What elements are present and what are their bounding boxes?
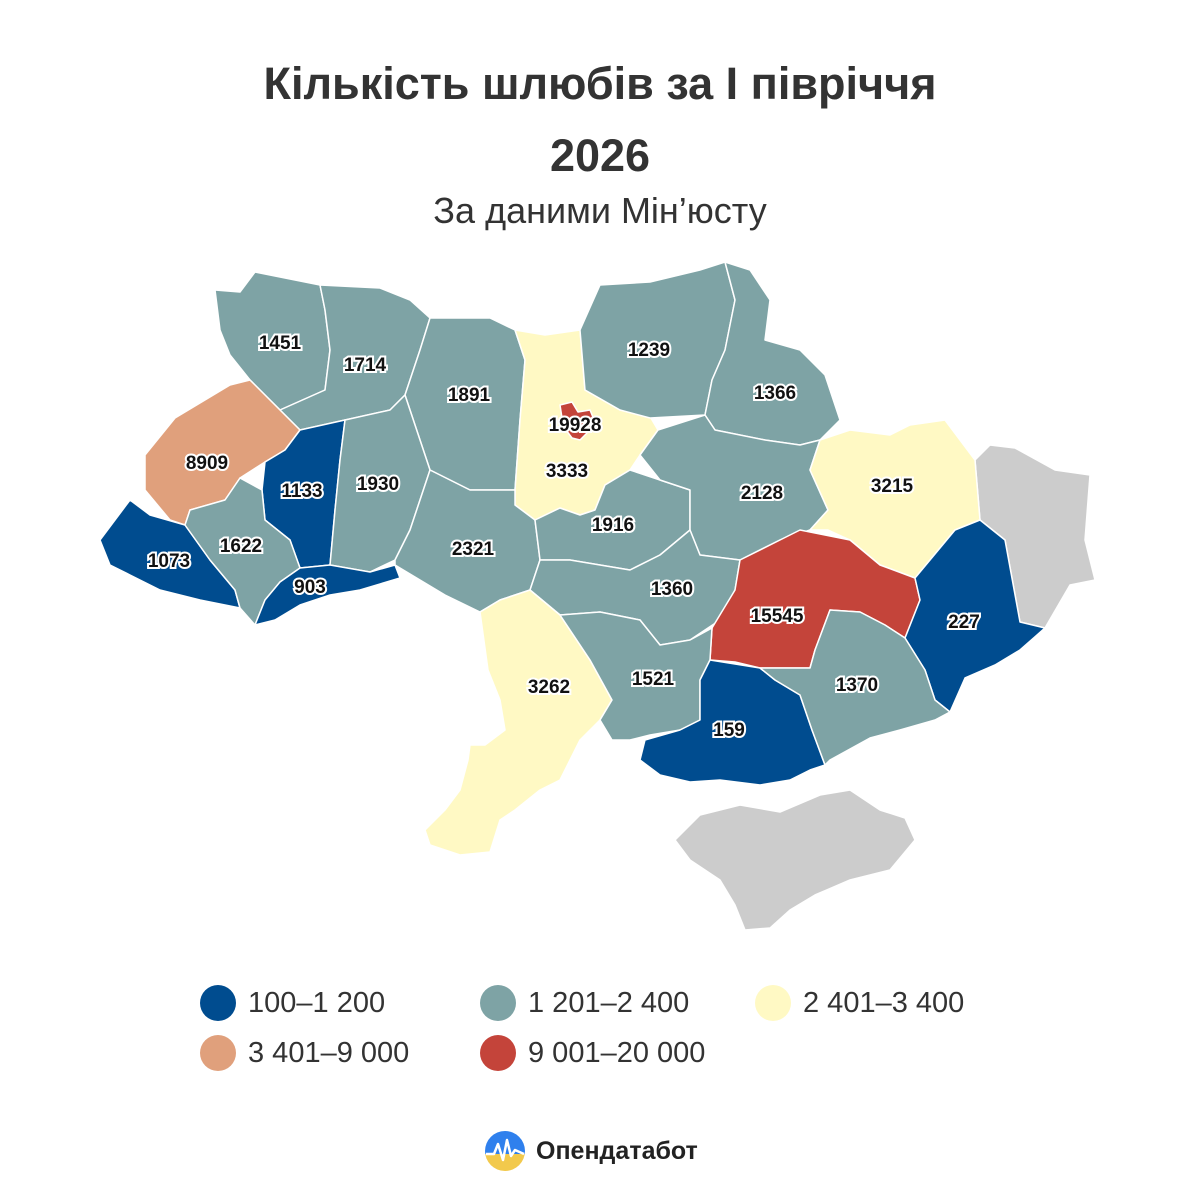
region-zaporizhzhia <box>759 609 951 766</box>
region-kyiv-city <box>559 401 596 441</box>
region-label-kirovohrad: 1360 <box>651 579 693 600</box>
region-label-odesa: 3262 <box>528 677 570 698</box>
region-label-ternopil: 1133 <box>281 481 322 502</box>
title-line-1: Кількість шлюбів за І півріччя <box>263 58 937 109</box>
region-label-kyiv-city: 19928 <box>549 415 602 436</box>
region-label-rivne: 1714 <box>344 355 387 376</box>
region-label-volyn: 1451 <box>259 333 302 354</box>
brand-name: Опендатабот <box>536 1136 698 1165</box>
title-line-2: 2026 <box>549 130 651 181</box>
region-label-zhytomyr: 1891 <box>448 385 491 406</box>
brand-logo: Опендатабот <box>484 1130 698 1172</box>
map-title: Кількість шлюбів за І півріччя 2026 <box>0 48 1200 192</box>
region-labels: 1451 1714 1891 19928 3333 1239 1366 8909 1133 193… <box>146 331 982 743</box>
region-crimea <box>674 789 916 931</box>
region-label-poltava: 2128 <box>741 483 783 504</box>
region-label-cherkasy: 1916 <box>592 515 634 536</box>
opendatabot-logo-icon <box>485 1131 525 1171</box>
region-label-sumy: 1366 <box>754 383 796 404</box>
region-label-kharkiv: 3215 <box>871 476 914 497</box>
region-label-chernivtsi: 903 <box>294 577 326 598</box>
region-label-mykolaiv: 1521 <box>632 669 675 690</box>
region-label-zaporizhzhia: 1370 <box>836 675 878 696</box>
region-label-chernihiv: 1239 <box>628 340 670 361</box>
region-label-dnipropetrovsk: 15545 <box>751 606 804 627</box>
region-label-donetsk: 227 <box>948 612 980 633</box>
region-label-vinnytsia: 2321 <box>452 539 495 560</box>
map-subtitle: За даними Мін’юсту <box>433 190 767 231</box>
region-label-kyiv-oblast: 3333 <box>546 461 588 482</box>
region-label-khmelnytskyi: 1930 <box>357 474 399 495</box>
region-label-ivano-frankivsk: 1622 <box>220 536 262 557</box>
region-label-kherson: 159 <box>713 720 745 741</box>
region-label-lviv: 8909 <box>186 453 228 474</box>
region-label-zakarpattia: 1073 <box>148 551 190 572</box>
